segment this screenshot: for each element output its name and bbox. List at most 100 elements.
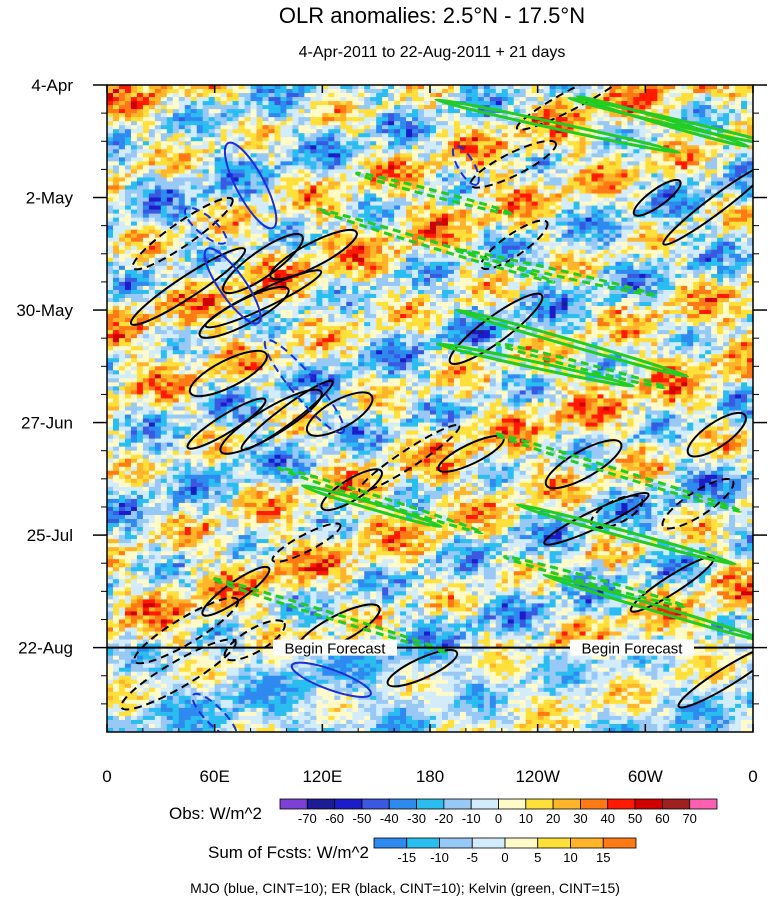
heatmap-cell <box>388 97 395 102</box>
heatmap-cell <box>418 101 425 106</box>
heatmap-cell <box>328 238 335 243</box>
heatmap-cell <box>436 149 443 154</box>
heatmap-cell <box>675 258 682 263</box>
heatmap-cell <box>556 177 563 182</box>
heatmap-cell <box>574 89 581 94</box>
heatmap-cell <box>424 101 431 106</box>
heatmap-cell <box>442 218 449 223</box>
heatmap-cell <box>592 173 599 178</box>
heatmap-cell <box>209 189 216 194</box>
heatmap-cell <box>663 101 670 106</box>
heatmap-cell <box>203 149 210 154</box>
heatmap-cell <box>532 133 539 138</box>
heatmap-cell <box>406 89 413 94</box>
heatmap-cell <box>346 198 353 203</box>
heatmap-cell <box>651 153 658 158</box>
heatmap-cell <box>280 194 287 199</box>
heatmap-cell <box>125 238 132 243</box>
heatmap-cell <box>316 133 323 138</box>
heatmap-cell <box>191 169 198 174</box>
heatmap-cell <box>412 202 419 207</box>
heatmap-cell <box>257 254 264 259</box>
heatmap-cell <box>406 214 413 219</box>
heatmap-cell <box>340 258 347 263</box>
heatmap-cell <box>280 206 287 211</box>
heatmap-cell <box>328 198 335 203</box>
heatmap-cell <box>651 218 658 223</box>
heatmap-cell <box>430 173 437 178</box>
heatmap-cell <box>173 202 180 207</box>
heatmap-cell <box>221 169 228 174</box>
heatmap-cell <box>209 194 216 199</box>
heatmap-cell <box>502 194 509 199</box>
heatmap-cell <box>316 113 323 118</box>
heatmap-cell <box>394 194 401 199</box>
heatmap-cell <box>651 137 658 142</box>
heatmap-cell <box>717 145 724 150</box>
heatmap-cell <box>586 198 593 203</box>
heatmap-cell <box>741 218 748 223</box>
heatmap-cell <box>621 242 628 247</box>
heatmap-cell <box>185 105 192 110</box>
heatmap-cell <box>412 93 419 98</box>
heatmap-cell <box>699 254 706 259</box>
heatmap-cell <box>562 218 569 223</box>
heatmap-cell <box>454 173 461 178</box>
heatmap-cell <box>370 206 377 211</box>
heatmap-cell <box>460 185 467 190</box>
heatmap-cell <box>592 117 599 122</box>
heatmap-cell <box>113 214 120 219</box>
heatmap-cell <box>269 101 276 106</box>
heatmap-cell <box>191 121 198 126</box>
heatmap-cell <box>334 238 341 243</box>
heatmap-cell <box>304 133 311 138</box>
heatmap-cell <box>239 137 246 142</box>
heatmap-cell <box>633 258 640 263</box>
heatmap-cell <box>526 234 533 239</box>
heatmap-cell <box>376 246 383 251</box>
heatmap-cell <box>645 226 652 231</box>
heatmap-cell <box>155 153 162 158</box>
heatmap-cell <box>621 258 628 263</box>
heatmap-cell <box>274 157 281 162</box>
heatmap-cell <box>609 198 616 203</box>
heatmap-cell <box>574 226 581 231</box>
heatmap-cell <box>526 173 533 178</box>
heatmap-cell <box>592 121 599 126</box>
heatmap-cell <box>131 101 138 106</box>
heatmap-cell <box>400 89 407 94</box>
heatmap-cell <box>358 101 365 106</box>
heatmap-cell <box>298 165 305 170</box>
heatmap-cell <box>627 185 634 190</box>
heatmap-cell <box>346 202 353 207</box>
heatmap-cell <box>532 230 539 235</box>
heatmap-cell <box>526 238 533 243</box>
heatmap-cell <box>412 113 419 118</box>
heatmap-cell <box>197 222 204 227</box>
heatmap-cell <box>388 254 395 259</box>
heatmap-cell <box>239 238 246 243</box>
heatmap-cell <box>532 198 539 203</box>
heatmap-cell <box>436 161 443 166</box>
heatmap-cell <box>711 113 718 118</box>
heatmap-cell <box>562 153 569 158</box>
heatmap-cell <box>107 97 114 102</box>
heatmap-cell <box>436 109 443 114</box>
heatmap-cell <box>137 218 144 223</box>
heatmap-cell <box>388 165 395 170</box>
heatmap-cell <box>179 258 186 263</box>
heatmap-cell <box>125 202 132 207</box>
heatmap-cell <box>442 149 449 154</box>
heatmap-cell <box>137 238 144 243</box>
heatmap-cell <box>370 97 377 102</box>
heatmap-cell <box>592 141 599 146</box>
heatmap-cell <box>484 93 491 98</box>
heatmap-cell <box>592 145 599 150</box>
heatmap-cell <box>586 254 593 259</box>
heatmap-cell <box>125 177 132 182</box>
heatmap-cell <box>131 161 138 166</box>
heatmap-cell <box>729 230 736 235</box>
heatmap-cell <box>472 97 479 102</box>
heatmap-cell <box>603 145 610 150</box>
heatmap-cell <box>687 266 694 271</box>
